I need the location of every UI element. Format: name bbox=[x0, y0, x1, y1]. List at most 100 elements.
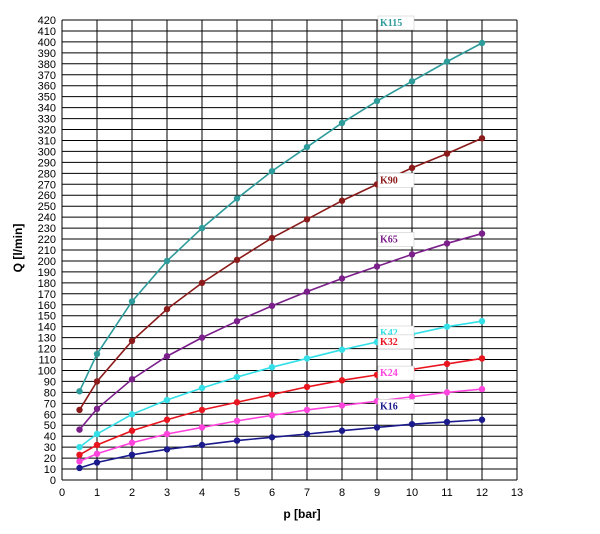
data-point bbox=[163, 257, 171, 265]
data-point bbox=[443, 389, 451, 396]
x-tick-label: 7 bbox=[304, 487, 310, 499]
y-tick-label: 390 bbox=[38, 48, 56, 60]
data-point bbox=[163, 446, 171, 453]
data-point bbox=[198, 224, 206, 232]
x-tick-label: 0 bbox=[59, 487, 65, 499]
data-point bbox=[303, 355, 311, 362]
data-point bbox=[198, 441, 206, 449]
x-tick-label: 9 bbox=[374, 487, 380, 499]
data-point bbox=[373, 97, 381, 105]
data-point bbox=[76, 388, 83, 395]
series-label-box bbox=[377, 365, 415, 381]
data-point bbox=[268, 391, 276, 398]
series-label-k16: K16 bbox=[377, 399, 415, 414]
data-point bbox=[76, 451, 83, 459]
x-tick-label: 2 bbox=[129, 487, 135, 499]
data-point bbox=[478, 355, 486, 362]
data-point bbox=[338, 346, 346, 353]
series-label-text: K65 bbox=[380, 234, 398, 245]
series-label-text: K115 bbox=[380, 18, 402, 29]
y-tick-label: 350 bbox=[38, 92, 56, 104]
data-point bbox=[268, 412, 276, 419]
y-tick-label: 250 bbox=[38, 201, 56, 213]
data-point bbox=[268, 434, 276, 441]
data-point bbox=[338, 427, 346, 434]
series-label-box bbox=[377, 15, 415, 31]
data-point bbox=[408, 164, 416, 172]
data-point bbox=[303, 430, 311, 438]
y-tick-label: 0 bbox=[50, 475, 56, 487]
data-point bbox=[198, 406, 206, 414]
y-tick-label: 70 bbox=[44, 398, 56, 410]
x-tick-label: 6 bbox=[269, 487, 275, 499]
data-point bbox=[373, 424, 381, 431]
series-label-text: K16 bbox=[380, 401, 398, 412]
data-point bbox=[93, 350, 101, 358]
x-tick-labels: 0 1 2 3 4 5 6 7 8 9 10 11 12 13 bbox=[59, 487, 523, 499]
data-point bbox=[268, 302, 276, 310]
data-point bbox=[128, 376, 136, 383]
data-point bbox=[338, 197, 346, 204]
data-point bbox=[338, 402, 346, 409]
data-point bbox=[373, 263, 381, 270]
y-tick-label: 360 bbox=[38, 81, 56, 93]
data-point bbox=[303, 216, 311, 223]
series-k65 bbox=[76, 230, 486, 433]
series-label-box bbox=[377, 399, 415, 414]
data-point bbox=[478, 135, 486, 142]
data-point bbox=[93, 450, 101, 457]
data-point bbox=[408, 393, 416, 400]
y-tick-label: 400 bbox=[38, 37, 56, 49]
data-point bbox=[93, 459, 101, 466]
data-point bbox=[128, 451, 136, 459]
data-point bbox=[93, 378, 101, 385]
data-point bbox=[478, 385, 486, 393]
series-label-k90: K90 bbox=[377, 172, 415, 188]
x-tick-label: 5 bbox=[234, 487, 240, 499]
data-point bbox=[163, 305, 171, 313]
data-point bbox=[233, 399, 241, 406]
data-point bbox=[163, 353, 171, 360]
data-point bbox=[478, 230, 486, 237]
y-tick-label: 370 bbox=[38, 70, 56, 82]
y-tick-label: 10 bbox=[44, 464, 56, 476]
data-point bbox=[408, 251, 416, 258]
series-label-text: K90 bbox=[380, 175, 398, 186]
x-tick-label: 13 bbox=[511, 487, 523, 499]
x-tick-label: 11 bbox=[441, 487, 452, 499]
x-tick-label: 3 bbox=[164, 487, 170, 499]
grid-lines bbox=[61, 19, 518, 481]
y-tick-label: 170 bbox=[38, 289, 56, 301]
data-point bbox=[76, 464, 83, 472]
y-tick-label: 310 bbox=[38, 135, 56, 147]
y-tick-label: 130 bbox=[38, 333, 56, 345]
data-point bbox=[198, 384, 206, 392]
data-point bbox=[303, 288, 311, 295]
y-tick-label: 190 bbox=[38, 267, 56, 279]
y-tick-label: 160 bbox=[38, 300, 56, 312]
x-tick-label: 8 bbox=[339, 487, 345, 499]
data-point bbox=[93, 430, 101, 438]
data-point bbox=[478, 317, 486, 325]
data-point bbox=[303, 143, 311, 151]
data-point bbox=[198, 334, 206, 341]
data-point bbox=[478, 39, 486, 47]
data-point bbox=[128, 298, 136, 305]
y-tick-label: 380 bbox=[38, 59, 56, 71]
data-point bbox=[76, 458, 83, 465]
data-point bbox=[76, 443, 83, 451]
data-point bbox=[76, 426, 83, 433]
y-tick-label: 120 bbox=[38, 344, 56, 356]
series-label-k115: K115 bbox=[377, 15, 415, 31]
data-point bbox=[408, 420, 416, 428]
data-point bbox=[163, 416, 171, 423]
data-point bbox=[198, 424, 206, 431]
data-point bbox=[443, 418, 451, 426]
data-point bbox=[443, 58, 451, 65]
y-tick-label: 180 bbox=[38, 278, 56, 290]
data-point bbox=[233, 317, 241, 325]
y-tick-label: 330 bbox=[38, 114, 56, 126]
series-label-box bbox=[377, 172, 415, 188]
